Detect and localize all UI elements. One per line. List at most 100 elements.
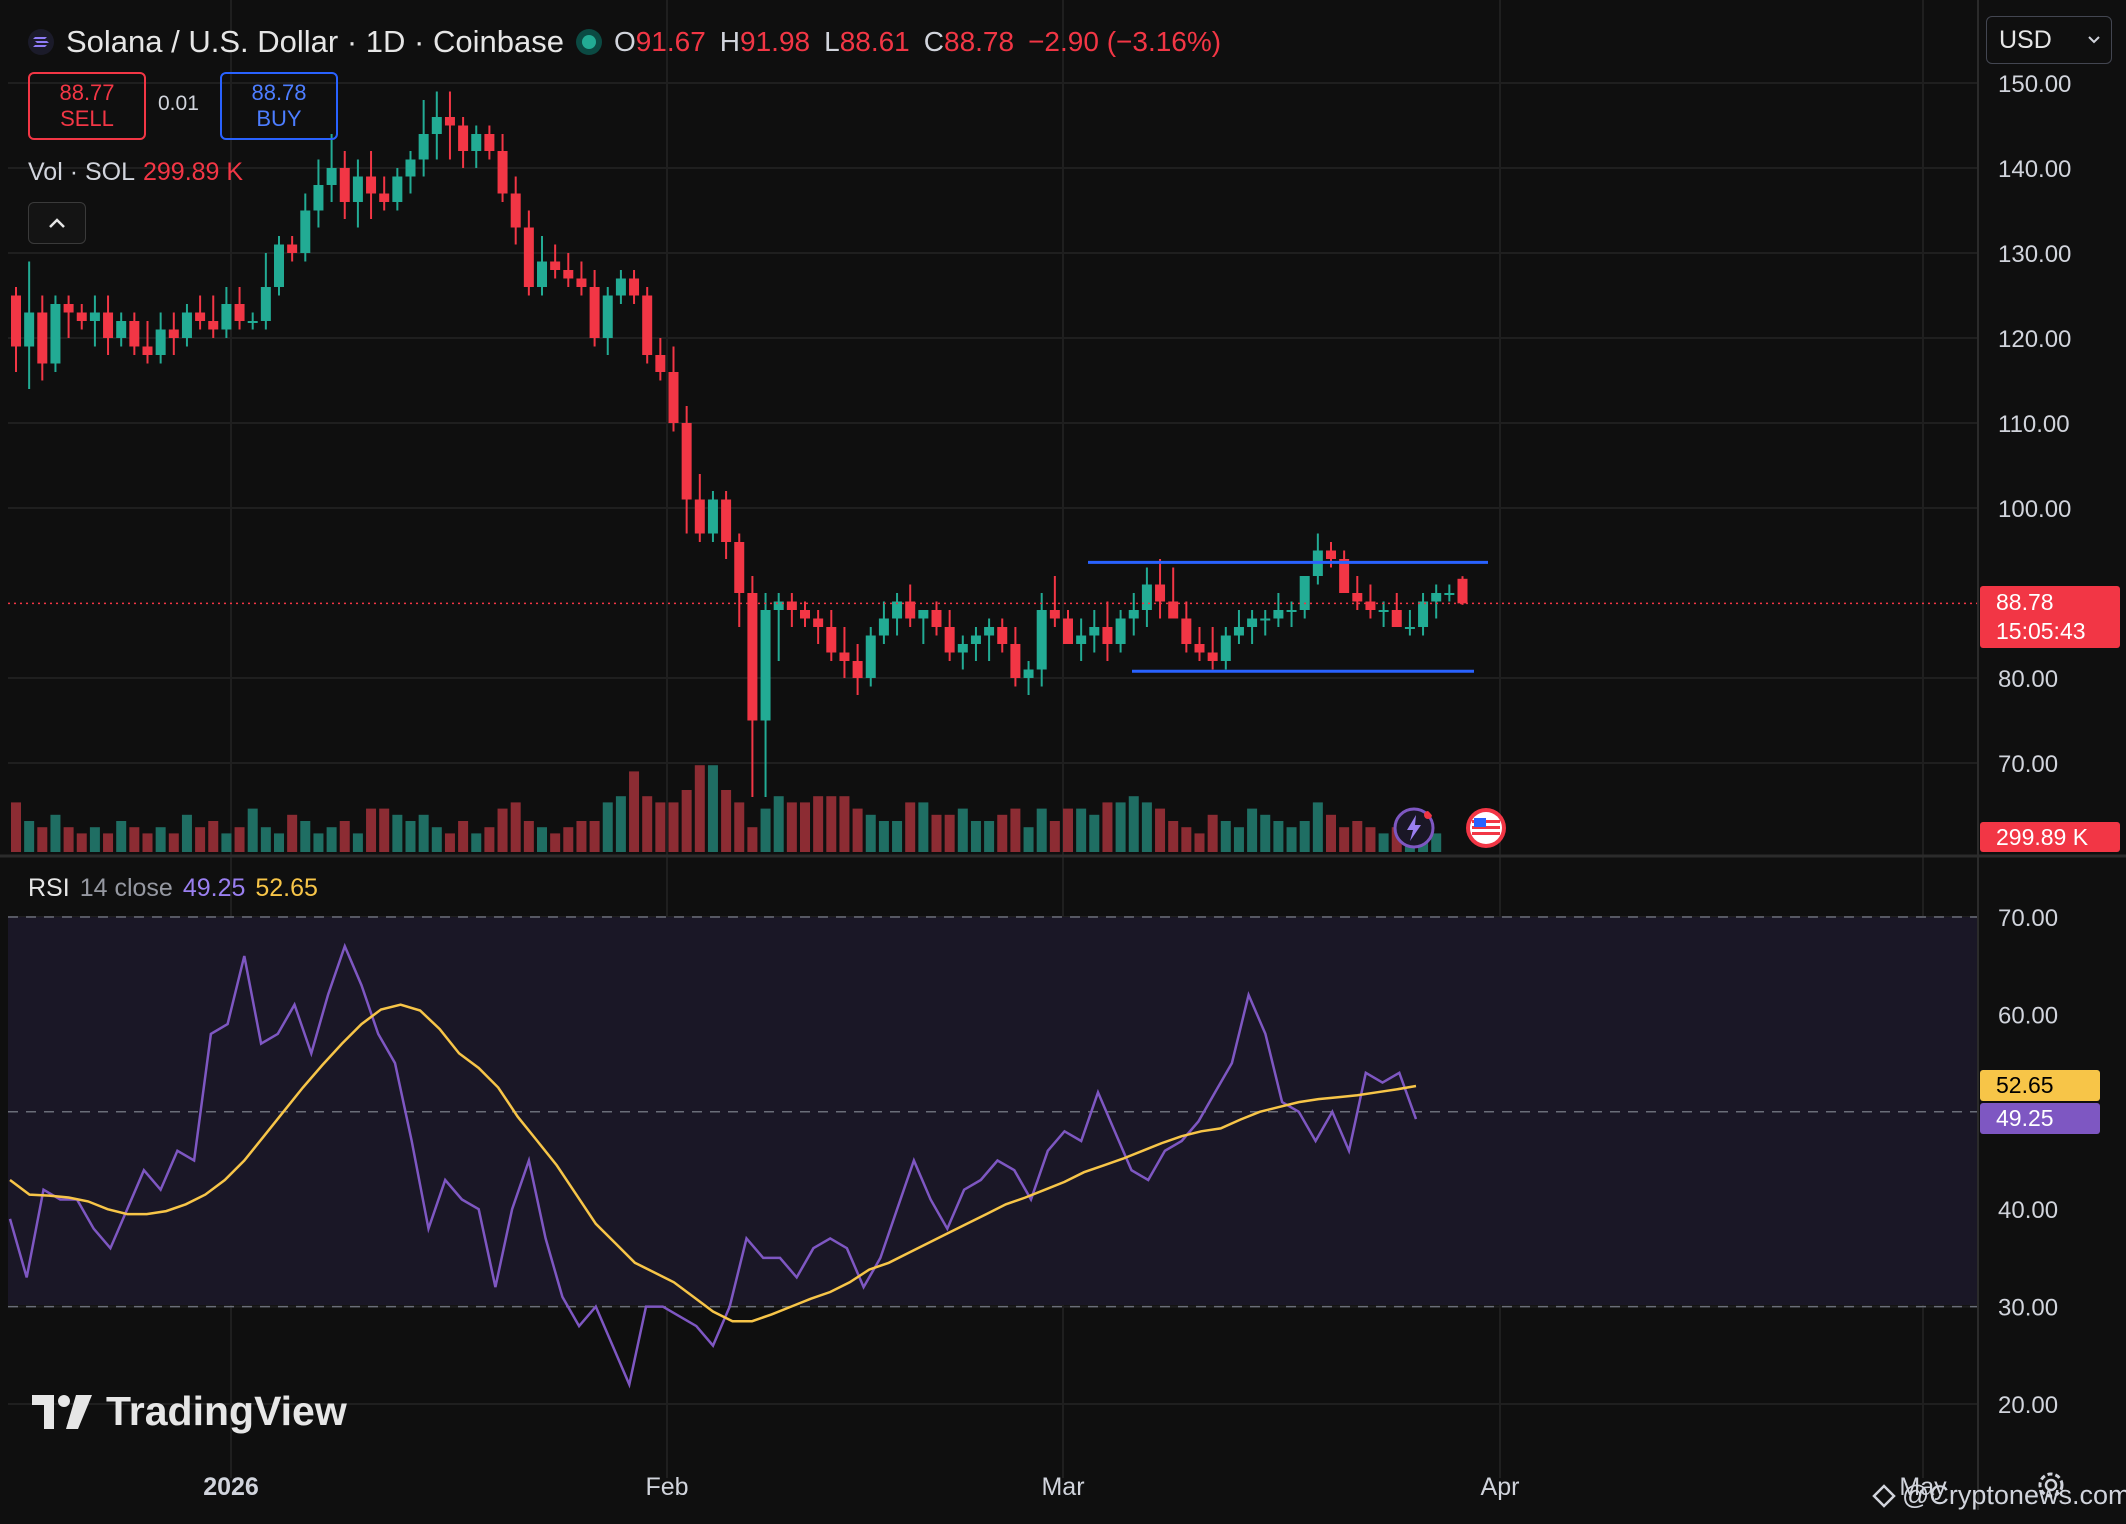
volume-bar — [865, 814, 876, 852]
volume-bar — [1233, 827, 1244, 852]
volume-tag: 299.89 K — [1980, 822, 2120, 852]
volume-bar — [1431, 833, 1442, 852]
volume-label: Vol · SOL — [28, 158, 135, 186]
rsi-legend[interactable]: RSI 14 close 49.25 52.65 — [28, 874, 318, 903]
volume-bar — [997, 814, 1008, 852]
volume-bar — [1168, 821, 1179, 852]
candle-body — [1181, 618, 1192, 644]
volume-bar — [418, 814, 429, 852]
volume-bar — [1326, 814, 1336, 852]
candle-body — [905, 601, 916, 619]
candle-body — [366, 176, 377, 194]
volume-bar — [1063, 808, 1073, 852]
candle-body — [576, 278, 587, 287]
price-tick-label: 130.00 — [1998, 241, 2071, 268]
candle-body — [1404, 627, 1415, 629]
volume-bar — [195, 827, 206, 852]
price-axis: 150.00 140.00 130.00 120.00 110.00 100.00 80.0… — [1998, 71, 2071, 778]
volume-bar — [813, 796, 824, 852]
volume-value: 299.89 K — [143, 158, 244, 186]
candle-body — [260, 287, 271, 321]
watermark-diamond-icon — [1872, 1483, 1896, 1508]
candle-body — [865, 635, 876, 678]
candle-body — [1010, 644, 1021, 678]
candle-body — [313, 185, 324, 211]
candle-body — [50, 304, 61, 364]
volume-bar — [1352, 821, 1363, 852]
volume-bar — [1391, 827, 1402, 852]
volume-bar — [1023, 827, 1034, 852]
candle-body — [563, 270, 574, 279]
candle-body — [537, 261, 547, 287]
rsi-value: 49.25 — [182, 874, 246, 902]
volume-bar — [1260, 814, 1271, 852]
candle-body — [681, 423, 692, 500]
candle-body — [800, 610, 810, 619]
volume-legend[interactable]: Vol · SOL 299.89 K — [28, 158, 243, 187]
candle-body — [642, 295, 653, 355]
volume-bar — [878, 821, 889, 852]
candle-body — [392, 176, 403, 202]
settings-gear-icon[interactable] — [2036, 1470, 2066, 1500]
candle-body — [1115, 618, 1126, 644]
tradingview-logo[interactable]: TradingView — [32, 1388, 347, 1435]
candle-body — [931, 610, 942, 627]
candle-body — [1273, 610, 1284, 619]
volume-bar — [1365, 827, 1376, 852]
rsi-tag: 49.25 — [1980, 1103, 2100, 1134]
sell-button[interactable]: 88.77 SELL — [28, 72, 146, 140]
us-flag-icon[interactable] — [1464, 806, 1508, 850]
volume-bar — [629, 771, 640, 852]
candle-body — [142, 346, 153, 355]
volume-bar — [1247, 808, 1258, 852]
volume-bar — [497, 808, 508, 852]
candle-body — [1036, 610, 1047, 670]
candle-body — [1247, 618, 1258, 627]
volume-bar — [668, 802, 679, 852]
volume-bar — [576, 821, 587, 852]
volume-bar — [168, 833, 179, 852]
price-tick-label: 150.00 — [1998, 71, 2071, 98]
volume-bar — [550, 833, 561, 852]
volume-bar — [1299, 821, 1310, 852]
volume-bar — [471, 833, 482, 852]
buy-button[interactable]: 88.78 BUY — [220, 72, 338, 140]
ohlc-values: O91.67 H91.98 L88.61 C88.78 −2.90 (−3.16… — [613, 26, 1222, 57]
volume-bar — [1115, 802, 1126, 852]
candle-body — [431, 117, 442, 134]
volume-bar — [707, 765, 718, 852]
candle-body — [352, 176, 363, 202]
volume-bar — [221, 833, 232, 852]
candle-body — [957, 644, 968, 653]
last-price-tag: 88.78 15:05:43 — [1980, 586, 2120, 648]
volume-bar — [116, 821, 127, 852]
volume-bar — [523, 821, 534, 852]
volume-bar — [786, 802, 797, 852]
volume-bar — [1049, 821, 1060, 852]
rsi-band — [8, 917, 1978, 1305]
candle-body — [550, 261, 561, 270]
symbol-title[interactable]: Solana / U.S. Dollar · 1D · Coinbase — [66, 24, 564, 59]
candle-body — [1299, 576, 1310, 610]
currency-select[interactable]: USD — [1986, 16, 2112, 64]
volume-bar — [589, 821, 600, 852]
candle-body — [839, 652, 850, 661]
volume-bar — [76, 833, 87, 852]
candle-body — [1049, 610, 1060, 619]
candle-body — [103, 312, 114, 338]
candle-body — [326, 168, 337, 185]
candle-body — [668, 372, 679, 423]
collapse-legend-button[interactable] — [28, 202, 86, 244]
volume-bar — [405, 821, 416, 852]
volume-bar — [1128, 796, 1139, 852]
volume-bar — [63, 827, 74, 852]
volume-bar — [510, 802, 521, 852]
indicator-flash-icon[interactable] — [1392, 806, 1436, 850]
candle-body — [1155, 584, 1166, 602]
chevron-down-icon — [2088, 36, 2100, 44]
volume-bar — [366, 808, 377, 852]
volume-bars — [11, 765, 1442, 852]
close-value: 88.78 — [944, 26, 1015, 57]
candle-body — [1063, 618, 1073, 644]
